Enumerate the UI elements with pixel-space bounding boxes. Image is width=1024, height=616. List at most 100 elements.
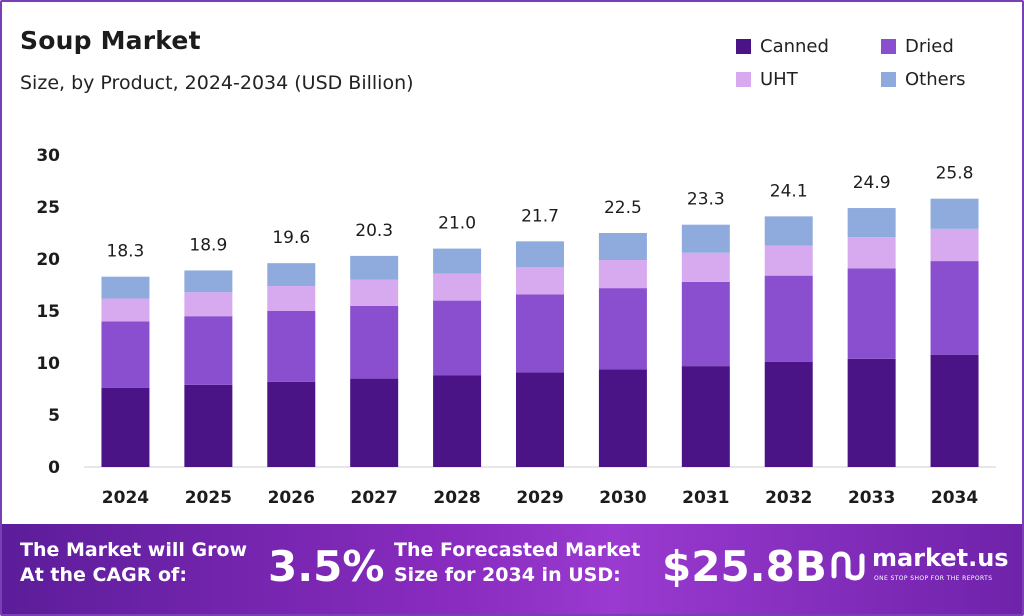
x-tick-label-2031: 2031 xyxy=(682,488,729,508)
bar-uht-2027 xyxy=(350,279,399,306)
bar-others-2029 xyxy=(516,241,564,268)
bar-others-2025 xyxy=(184,270,233,293)
total-label-2030: 22.5 xyxy=(604,198,642,218)
total-label-2027: 20.3 xyxy=(355,221,393,241)
x-tick-label-2030: 2030 xyxy=(599,488,646,508)
cagr-label-line2: At the CAGR of: xyxy=(20,564,187,586)
y-tick-label-30: 30 xyxy=(36,146,60,166)
total-label-2029: 21.7 xyxy=(521,206,559,226)
legend-item-canned: Canned xyxy=(736,36,829,57)
forecast-label: The Forecasted Market Size for 2034 in U… xyxy=(394,538,640,588)
bar-canned-2025 xyxy=(184,384,233,467)
bar-uht-2029 xyxy=(516,267,564,295)
legend-swatch-canned xyxy=(736,39,751,54)
bar-dried-2030 xyxy=(598,288,647,370)
y-tick-label-25: 25 xyxy=(36,198,60,218)
total-label-2031: 23.3 xyxy=(687,190,725,210)
y-tick-label-15: 15 xyxy=(36,302,60,322)
x-tick-label-2027: 2027 xyxy=(351,488,398,508)
bar-others-2030 xyxy=(598,233,647,261)
bar-canned-2031 xyxy=(681,366,730,467)
total-label-2026: 19.6 xyxy=(272,228,310,248)
bar-dried-2033 xyxy=(847,268,896,359)
legend-item-uht: UHT xyxy=(736,69,798,90)
total-label-2033: 24.9 xyxy=(853,173,891,193)
total-label-2034: 25.8 xyxy=(936,164,974,184)
bar-uht-2032 xyxy=(764,245,813,276)
bar-canned-2029 xyxy=(516,372,564,467)
bar-dried-2029 xyxy=(516,294,564,373)
forecast-label-line1: The Forecasted Market xyxy=(394,539,641,561)
legend-label-canned: Canned xyxy=(760,36,829,57)
bar-canned-2032 xyxy=(764,361,813,467)
bar-uht-2028 xyxy=(433,273,482,301)
bar-canned-2028 xyxy=(433,375,482,467)
y-tick-label-20: 20 xyxy=(36,250,60,270)
bar-dried-2024 xyxy=(101,321,150,388)
x-tick-label-2024: 2024 xyxy=(102,488,149,508)
bar-others-2031 xyxy=(681,224,730,253)
brand-tagline: ONE STOP SHOP FOR THE REPORTS xyxy=(874,575,993,582)
bar-uht-2030 xyxy=(598,260,647,289)
chart-title: Soup Market xyxy=(20,26,201,55)
x-tick-label-2026: 2026 xyxy=(268,488,315,508)
bar-canned-2024 xyxy=(101,387,150,467)
summary-banner: The Market will Grow At the CAGR of: 3.5… xyxy=(2,524,1022,614)
bar-dried-2031 xyxy=(681,281,730,367)
bar-uht-2031 xyxy=(681,252,730,282)
bar-others-2034 xyxy=(930,198,979,229)
total-label-2028: 21.0 xyxy=(438,214,476,234)
legend-item-others: Others xyxy=(881,69,966,90)
bar-others-2032 xyxy=(764,216,813,246)
bar-dried-2026 xyxy=(267,311,316,382)
bar-others-2028 xyxy=(433,248,482,274)
total-label-2032: 24.1 xyxy=(770,181,808,201)
legend-swatch-dried xyxy=(881,39,896,54)
bar-uht-2024 xyxy=(101,298,150,322)
x-tick-label-2032: 2032 xyxy=(765,488,812,508)
legend: Canned Dried UHT Others xyxy=(736,36,996,96)
brand-name: market.us xyxy=(872,544,1009,572)
cagr-value: 3.5% xyxy=(268,542,385,591)
cagr-label-line1: The Market will Grow xyxy=(20,539,248,561)
bar-uht-2034 xyxy=(930,228,979,262)
forecast-label-line2: Size for 2034 in USD: xyxy=(394,564,621,586)
bar-others-2024 xyxy=(101,276,150,299)
bar-others-2033 xyxy=(847,208,896,238)
bar-dried-2025 xyxy=(184,316,233,385)
bar-canned-2034 xyxy=(930,354,979,467)
bar-uht-2033 xyxy=(847,237,896,269)
total-label-2024: 18.3 xyxy=(107,242,145,262)
y-tick-label-5: 5 xyxy=(48,406,60,426)
chart-subtitle: Size, by Product, 2024-2034 (USD Billion… xyxy=(20,72,414,94)
bar-canned-2033 xyxy=(847,358,896,467)
bar-uht-2025 xyxy=(184,292,233,317)
legend-item-dried: Dried xyxy=(881,36,954,57)
bar-uht-2026 xyxy=(267,286,316,311)
bar-others-2027 xyxy=(350,255,399,280)
bar-dried-2028 xyxy=(433,300,482,376)
y-tick-label-10: 10 xyxy=(36,354,60,374)
bar-dried-2027 xyxy=(350,305,399,379)
x-tick-label-2029: 2029 xyxy=(516,488,563,508)
legend-label-uht: UHT xyxy=(760,69,798,90)
stacked-bar-chart: 05101520253018.3202418.9202519.6202620.3… xyxy=(36,146,996,508)
cagr-label: The Market will Grow At the CAGR of: xyxy=(20,538,247,588)
x-tick-label-2025: 2025 xyxy=(185,488,232,508)
bar-canned-2030 xyxy=(598,369,647,467)
bar-dried-2034 xyxy=(930,261,979,355)
legend-swatch-others xyxy=(881,72,896,87)
bar-canned-2026 xyxy=(267,381,316,467)
total-label-2025: 18.9 xyxy=(189,235,227,255)
x-tick-label-2034: 2034 xyxy=(931,488,978,508)
x-tick-label-2033: 2033 xyxy=(848,488,895,508)
brand-mark-icon xyxy=(831,551,865,581)
legend-label-others: Others xyxy=(905,69,966,90)
legend-swatch-uht xyxy=(736,72,751,87)
brand-logo: market.us ONE STOP SHOP FOR THE REPORTS xyxy=(828,542,1018,598)
bar-canned-2027 xyxy=(350,378,399,467)
bar-dried-2032 xyxy=(764,275,813,362)
forecast-value: $25.8B xyxy=(662,542,827,591)
legend-label-dried: Dried xyxy=(905,36,954,57)
